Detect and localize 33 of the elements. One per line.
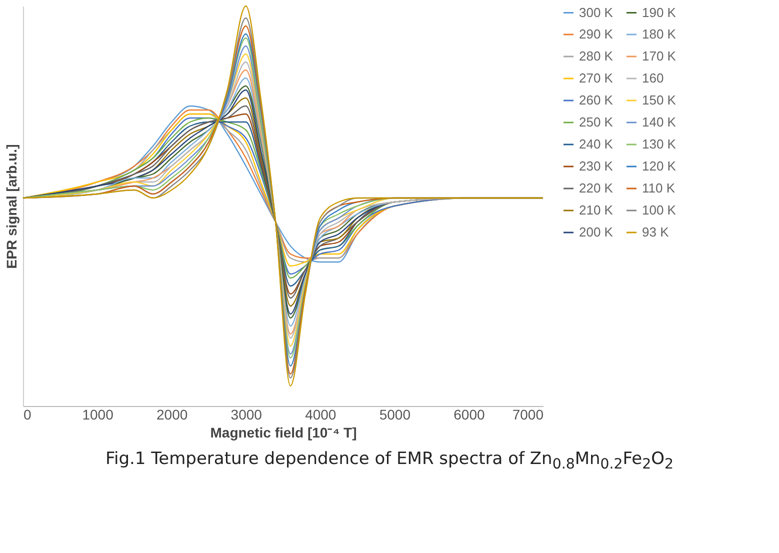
x-tick-label: 6000 [454, 406, 485, 422]
legend-label: 120 K [642, 158, 676, 174]
legend-label: 93 K [642, 224, 670, 240]
legend-label: 200 K [579, 224, 614, 240]
legend-label: 270 K [579, 70, 614, 86]
legend-label: 150 K [642, 92, 676, 108]
x-axis-title: Magnetic field [10⁻⁴ T] [210, 424, 357, 440]
legend-label: 140 K [642, 114, 676, 130]
legend-label: 260 K [579, 92, 614, 108]
x-tick-label: 1000 [82, 406, 114, 422]
x-tick-label: 0 [24, 406, 32, 422]
x-tick-label: 3000 [230, 406, 262, 422]
legend-label: 110 K [642, 180, 676, 196]
legend-label: 220 K [579, 180, 614, 196]
legend-label: 250 K [579, 114, 614, 130]
x-tick-label: 5000 [379, 406, 411, 422]
legend-label: 130 K [642, 136, 676, 152]
x-tick-label: 4000 [305, 406, 336, 422]
legend-label: 190 K [642, 4, 676, 20]
legend-label: 240 K [579, 136, 614, 152]
legend-label: 300 K [579, 4, 614, 20]
legend-label: 170 K [642, 48, 676, 64]
legend-label: 160 [642, 70, 664, 86]
caption: Fig.1 Temperature dependence of EMR spectra of Zn$_{0.8}$Mn$_{0.2}$Fe$_{2}$O$_{2}$ [104, 449, 675, 472]
legend-label: 280 K [579, 48, 614, 64]
x-tick-label: 7000 [512, 406, 544, 422]
legend-label: 290 K [579, 26, 614, 42]
legend-label: 230 K [579, 158, 614, 174]
y-axis-title: EPR signal [arb.u.] [4, 144, 20, 269]
legend-label: 100 K [642, 202, 676, 218]
legend-label: 180 K [642, 26, 676, 42]
legend-label: 210 K [579, 202, 614, 218]
x-tick-label: 2000 [156, 406, 188, 422]
